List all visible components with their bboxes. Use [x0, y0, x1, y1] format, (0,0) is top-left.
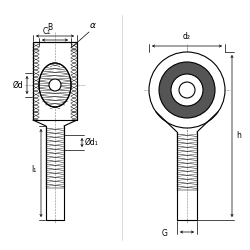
Circle shape: [149, 52, 225, 128]
Text: G: G: [161, 228, 167, 237]
Circle shape: [179, 82, 195, 98]
Text: B: B: [48, 23, 52, 32]
Circle shape: [171, 74, 203, 106]
Text: C₁: C₁: [43, 27, 51, 36]
Text: Ød₁: Ød₁: [85, 138, 99, 147]
Bar: [71, 44, 77, 118]
Circle shape: [159, 62, 215, 118]
Text: d₂: d₂: [183, 32, 191, 41]
Text: α: α: [90, 21, 96, 30]
Circle shape: [49, 79, 61, 91]
Text: h: h: [236, 132, 241, 140]
Text: Ød: Ød: [12, 80, 23, 90]
Ellipse shape: [39, 63, 71, 107]
Text: l₁: l₁: [32, 166, 37, 174]
Bar: [33, 42, 77, 120]
Bar: [33, 44, 39, 118]
